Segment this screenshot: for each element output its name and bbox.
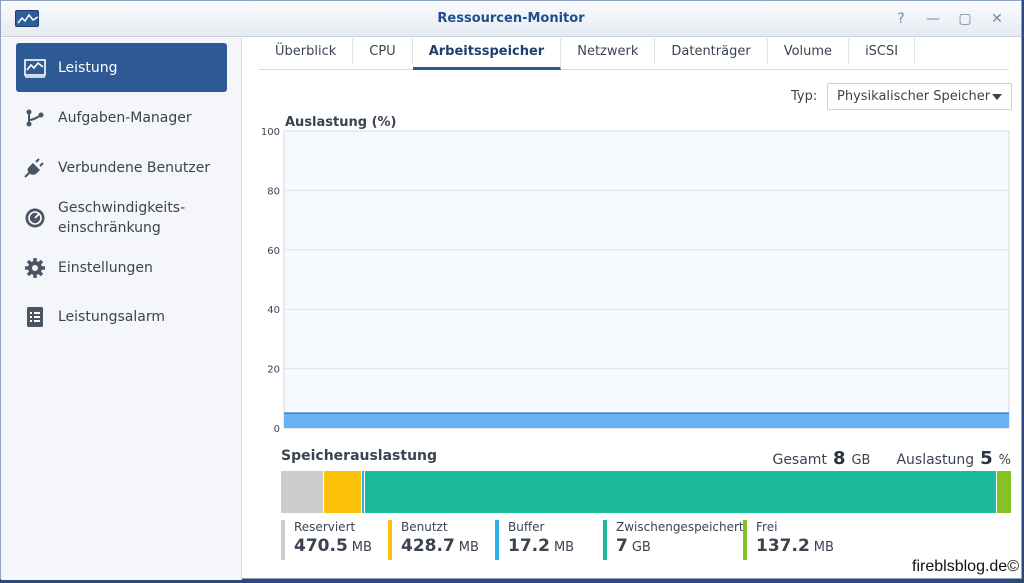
legend-item: Buffer 17.2 MB xyxy=(495,520,574,560)
y-tick-label: 100 xyxy=(261,128,280,138)
sidebar: Leistung Aufgaben-Manager Verbundene Ben… xyxy=(1,38,242,580)
sidebar-item-geschwindigkeitseinschraenkung[interactable]: Geschwindigkeits- einschränkung xyxy=(16,198,227,238)
sidebar-item-label: Geschwindigkeits- xyxy=(58,200,186,216)
tab-arbeitsspeicher[interactable]: Arbeitsspeicher xyxy=(412,38,562,70)
tab-datentraeger[interactable]: Datenträger xyxy=(655,38,768,64)
legend-unit: MB xyxy=(351,540,372,555)
memory-legend: Reserviert 470.5 MB Benutzt 428.7 MB Buffer 17.… xyxy=(281,520,1011,560)
type-select[interactable]: Physikalischer Speicher xyxy=(827,83,1012,110)
memory-summary: Gesamt 8 GB Auslastung 5 % xyxy=(772,448,1011,469)
y-tick-label: 0 xyxy=(274,424,280,433)
help-icon[interactable]: ? xyxy=(897,11,905,27)
type-label: Typ: xyxy=(791,89,818,104)
list-icon xyxy=(24,306,46,328)
sidebar-item-aufgaben-manager[interactable]: Aufgaben-Manager xyxy=(16,107,227,129)
memory-bar-segment xyxy=(995,471,1011,513)
sidebar-item-verbundene-benutzer[interactable]: Verbundene Benutzer xyxy=(16,157,227,179)
main-panel: Überblick CPU Arbeitsspeicher Netzwerk D… xyxy=(243,38,1023,580)
sidebar-item-einstellungen[interactable]: Einstellungen xyxy=(16,257,227,279)
usage-label: Auslastung xyxy=(896,452,975,468)
memory-usage-title: Speicherauslastung xyxy=(281,448,438,464)
legend-unit: MB xyxy=(458,540,479,555)
legend-unit: MB xyxy=(553,540,575,555)
memory-bar xyxy=(281,471,1011,513)
legend-name: Reserviert xyxy=(294,520,356,534)
type-selected-value: Physikalischer Speicher xyxy=(837,89,991,104)
legend-value: 17.2 xyxy=(508,536,550,556)
sidebar-item-label: Verbundene Benutzer xyxy=(58,160,211,176)
legend-value: 7 xyxy=(616,536,628,556)
title-bar: Ressourcen-Monitor ? — ▢ ✕ xyxy=(1,1,1021,37)
y-tick-label: 40 xyxy=(267,305,280,316)
plug-icon xyxy=(24,157,46,179)
legend-item: Frei 137.2 MB xyxy=(743,520,834,560)
sidebar-item-label-line2: einschränkung xyxy=(58,220,161,236)
legend-item: Zwischengespeichert 7 GB xyxy=(603,520,744,560)
total-label: Gesamt xyxy=(772,452,827,468)
memory-bar-segment xyxy=(361,471,365,513)
legend-name: Zwischengespeichert xyxy=(616,520,744,534)
maximize-icon[interactable]: ▢ xyxy=(958,11,972,27)
sidebar-item-leistung[interactable]: Leistung xyxy=(16,43,227,92)
window-title: Ressourcen-Monitor xyxy=(437,11,585,26)
tab-bar: Überblick CPU Arbeitsspeicher Netzwerk D… xyxy=(259,38,1009,70)
tab-ueberblick[interactable]: Überblick xyxy=(259,38,354,64)
y-tick-label: 80 xyxy=(267,186,280,197)
memory-bar-segment xyxy=(364,471,996,513)
legend-name: Frei xyxy=(756,520,778,534)
usage-chart: 0 20 40 60 80 100 xyxy=(261,128,1010,433)
plot-area xyxy=(283,130,1010,429)
legend-item: Benutzt 428.7 MB xyxy=(388,520,479,560)
y-tick-label: 60 xyxy=(267,246,280,257)
y-tick-label: 20 xyxy=(267,365,280,376)
legend-name: Benutzt xyxy=(401,520,448,534)
legend-value: 137.2 xyxy=(756,536,810,556)
memory-bar-segment xyxy=(323,471,362,513)
total-value: 8 xyxy=(832,448,846,469)
legend-name: Buffer xyxy=(508,520,545,534)
close-icon[interactable]: ✕ xyxy=(991,11,1003,27)
legend-value: 428.7 xyxy=(401,536,455,556)
legend-unit: MB xyxy=(813,540,834,555)
chevron-down-icon xyxy=(992,94,1002,100)
sidebar-item-label: Aufgaben-Manager xyxy=(58,110,192,126)
speedometer-icon xyxy=(24,207,46,229)
tab-volume[interactable]: Volume xyxy=(768,38,850,64)
tab-iscsi[interactable]: iSCSI xyxy=(849,38,916,64)
usage-unit: % xyxy=(998,453,1011,468)
chart-icon xyxy=(24,57,46,79)
tab-netzwerk[interactable]: Netzwerk xyxy=(561,38,656,64)
sidebar-item-label: Leistung xyxy=(58,59,118,76)
app-monitor-icon xyxy=(15,10,39,27)
usage-value: 5 xyxy=(980,448,993,469)
legend-unit: GB xyxy=(631,540,651,555)
memory-bar-segment xyxy=(281,471,323,513)
gear-icon xyxy=(24,257,46,279)
usage-area xyxy=(284,413,1009,428)
legend-value: 470.5 xyxy=(294,536,348,556)
watermark: fireblsblog.de© xyxy=(912,558,1019,575)
chart-title: Auslastung (%) xyxy=(285,115,397,130)
tab-cpu[interactable]: CPU xyxy=(353,38,413,64)
legend-item: Reserviert 470.5 MB xyxy=(281,520,372,560)
sidebar-item-label: Leistungsalarm xyxy=(58,309,165,325)
minimize-icon[interactable]: — xyxy=(926,11,940,27)
total-unit: GB xyxy=(851,453,871,468)
sidebar-item-label: Einstellungen xyxy=(58,260,153,276)
sidebar-item-leistungsalarm[interactable]: Leistungsalarm xyxy=(16,306,227,328)
tasks-icon xyxy=(24,107,46,129)
